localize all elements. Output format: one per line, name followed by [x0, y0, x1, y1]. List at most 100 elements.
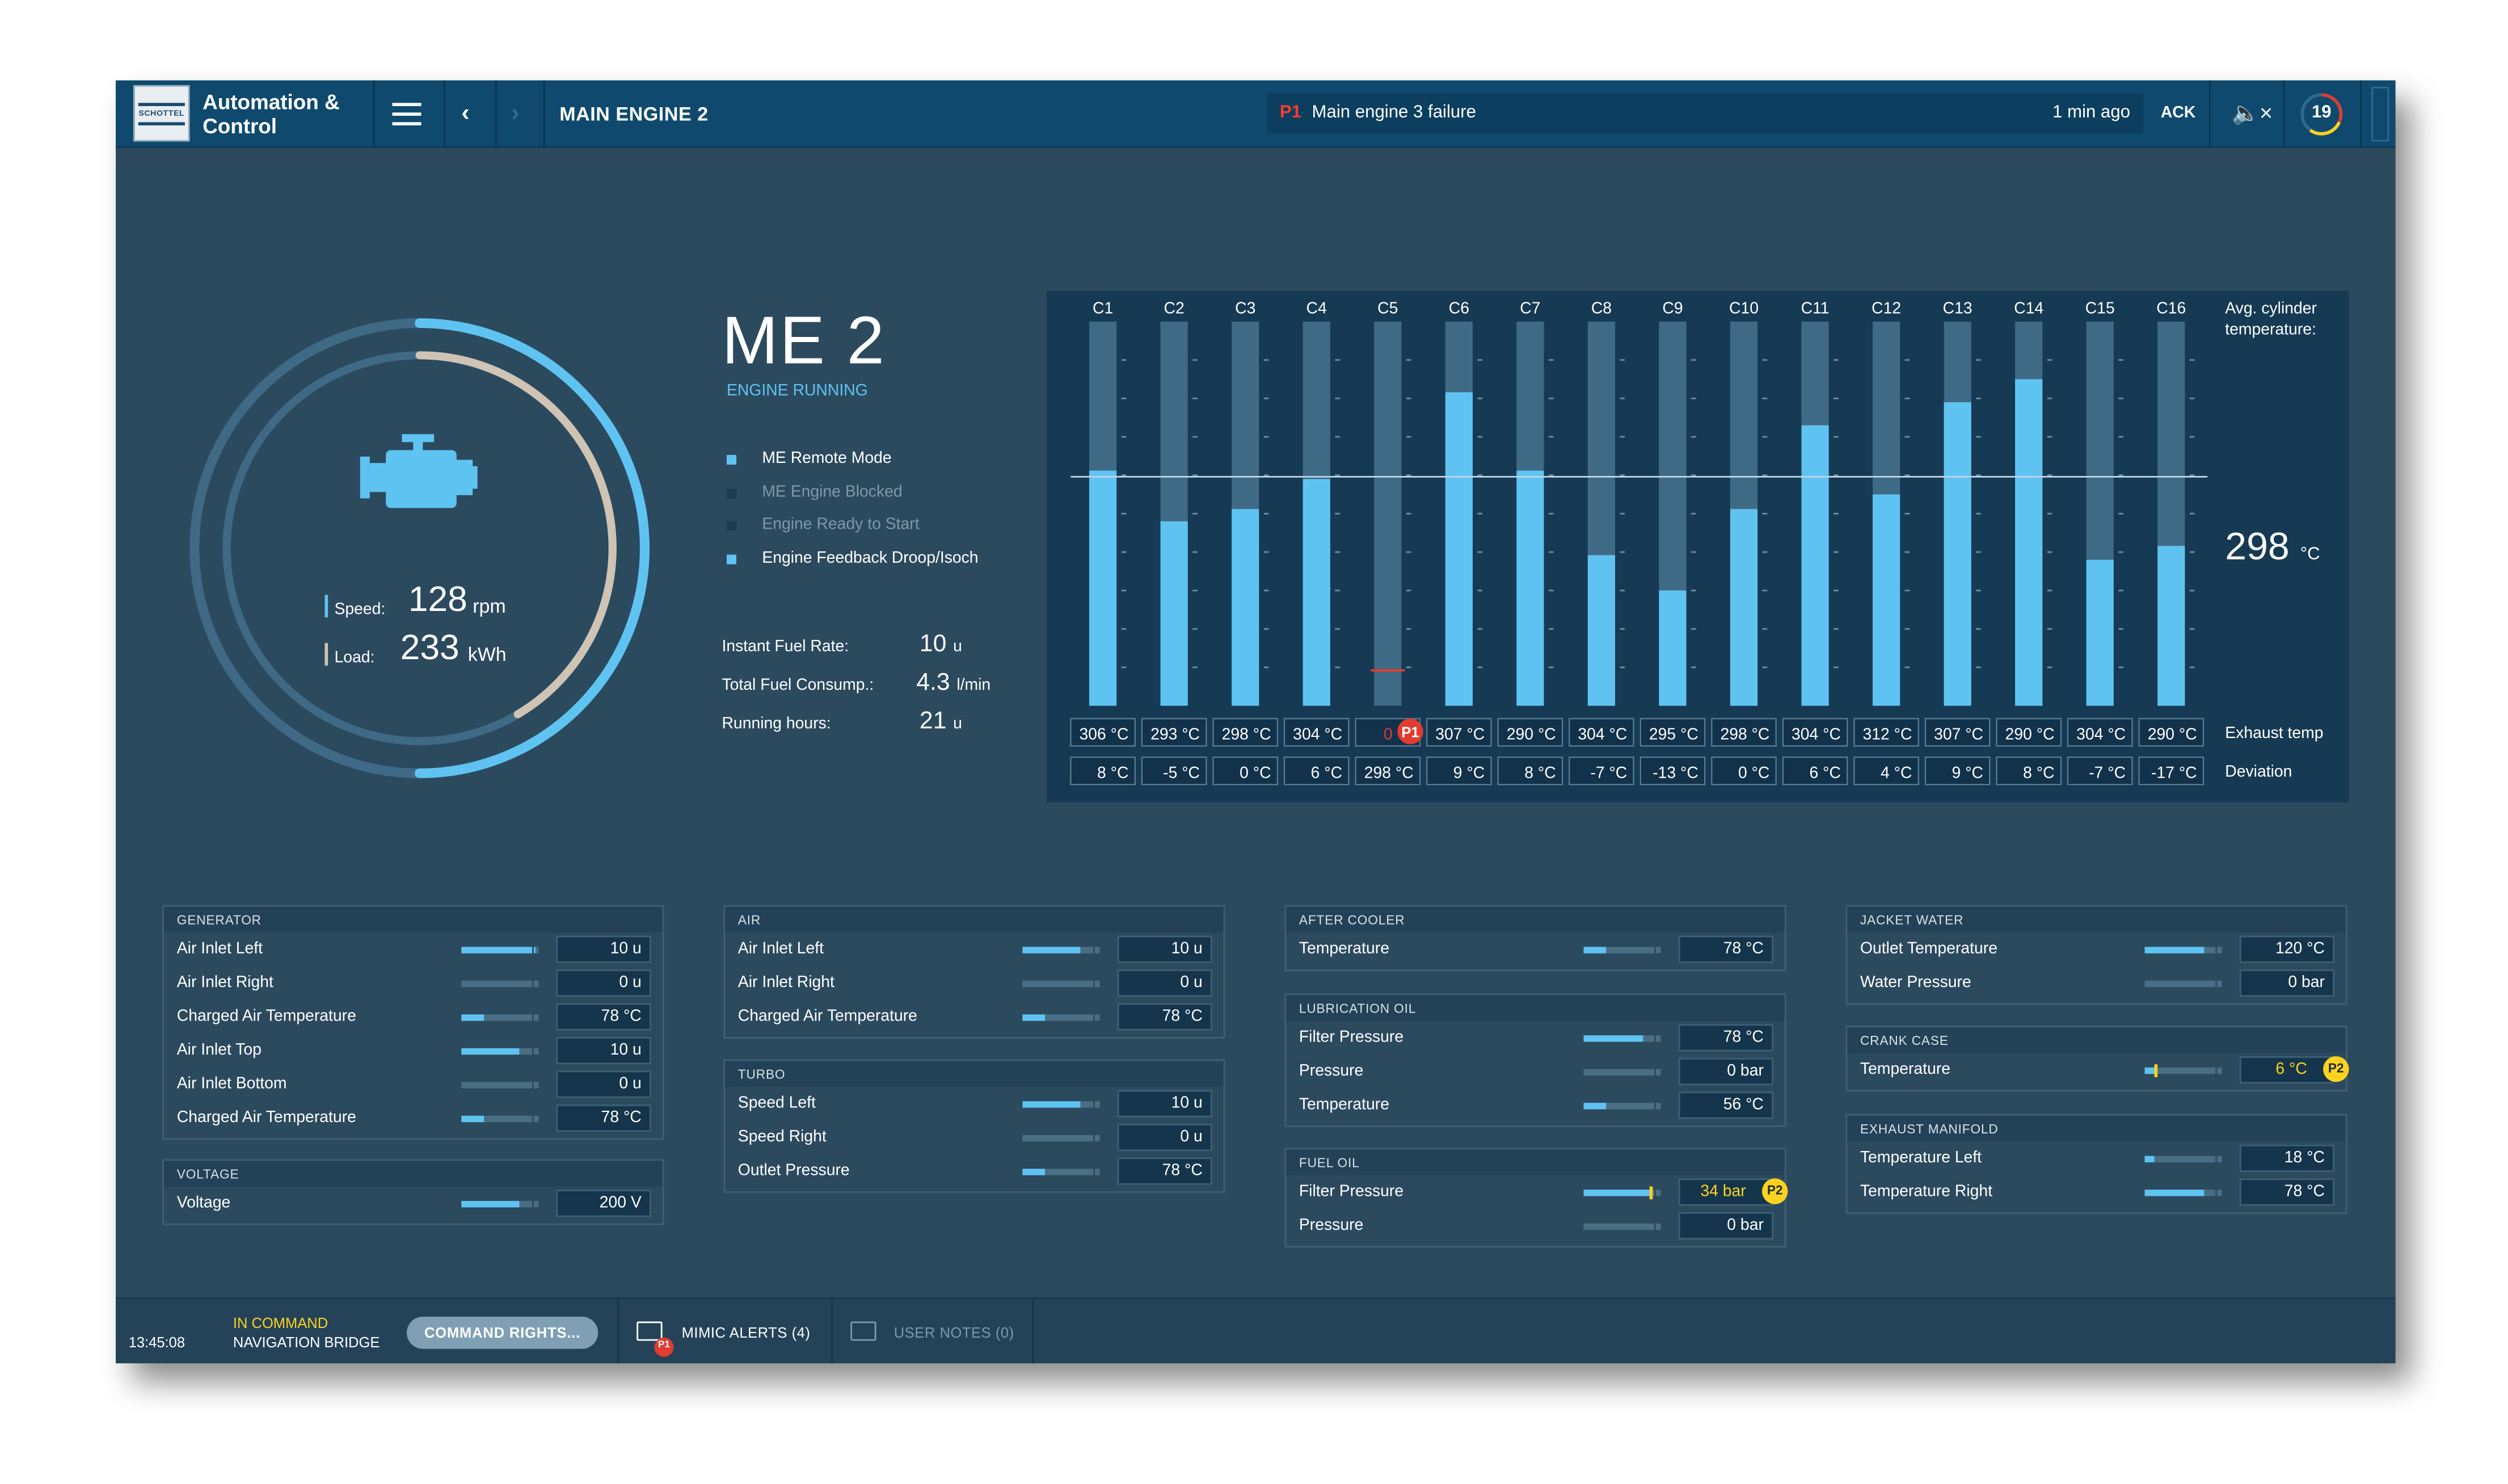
cylinder-bar	[1303, 479, 1330, 706]
panel-row: Air Inlet Right 0 u	[725, 966, 1224, 1000]
fuel-value: 21 u	[920, 707, 962, 735]
limit-marker	[1649, 1186, 1653, 1200]
level-bar	[1583, 1221, 1661, 1232]
status-indicator	[726, 455, 736, 465]
row-label: Air Inlet Right	[176, 974, 273, 992]
alert-counter[interactable]: 19	[2298, 90, 2346, 138]
level-bar	[2144, 1154, 2222, 1164]
panel-row: Pressure 0 bar	[1286, 1209, 1785, 1243]
forward-arrow-icon[interactable]: ›	[511, 99, 520, 127]
ack-button[interactable]: ACK	[2160, 104, 2196, 123]
speed-value: 128	[408, 579, 467, 619]
cylinder-bar	[1587, 555, 1616, 706]
panel-exhaust-manifold: EXHAUST MANIFOLD Temperature Left 18 °C Tem…	[1845, 1114, 2347, 1214]
alert-ring-icon	[2300, 93, 2343, 136]
panel-row: Filter Pressure 34 bar P2	[1286, 1175, 1788, 1209]
exhaust-box	[1782, 718, 1848, 747]
deviation-value: -7 °C	[2089, 764, 2126, 782]
row-label: Temperature Right	[1860, 1183, 1993, 1201]
row-label: Temperature	[1860, 1061, 1951, 1079]
active-alarm-banner[interactable]: P1 Main engine 3 failure 1 min ago	[1267, 93, 2143, 134]
row-value: 0 bar	[1678, 1212, 1773, 1240]
panel-voltage: VOLTAGE Voltage 200 V	[162, 1159, 664, 1225]
exhaust-box	[1141, 718, 1207, 747]
divider	[495, 80, 497, 148]
row-value: 0 bar	[1678, 1057, 1773, 1085]
row-label: Charged Air Temperature	[176, 1007, 356, 1026]
p1-badge-text: P1	[1401, 724, 1419, 740]
deviation-box	[1639, 756, 1706, 786]
row-label: Pressure	[1299, 1063, 1364, 1081]
side-panel-toggle[interactable]	[2371, 87, 2389, 142]
panel-after-cooler: AFTER COOLER Temperature 78 °C	[1284, 905, 1786, 971]
cylinder-label: C13	[1943, 300, 1972, 318]
alert-count: 19	[2311, 103, 2332, 123]
command-rights-button[interactable]: COMMAND RIGHTS...	[407, 1317, 598, 1349]
divider	[617, 1298, 619, 1364]
deviation-box	[1070, 756, 1136, 786]
cylinder-label: C12	[1871, 300, 1901, 318]
status-label: Engine Ready to Start	[762, 516, 920, 534]
level-bar	[1583, 1186, 1661, 1200]
limit-tick	[532, 1080, 534, 1090]
deviation-value: -7 °C	[1590, 764, 1627, 782]
level-bar	[1022, 945, 1100, 955]
limit-tick	[532, 1114, 534, 1124]
limit-tick	[532, 945, 534, 955]
row-value: 0 u	[1117, 1123, 1212, 1152]
exhaust-temp: 295 °C	[1649, 726, 1698, 744]
row-value: 18 °C	[2239, 1144, 2334, 1172]
level-bar	[2144, 1188, 2222, 1198]
engine-state: ENGINE RUNNING	[726, 382, 868, 400]
limit-tick	[2215, 1154, 2218, 1164]
panel-row: Outlet Temperature 120 °C	[1847, 933, 2346, 967]
limit-tick	[532, 1046, 534, 1056]
cylinder-bar	[1160, 521, 1188, 706]
deviation-value: -5 °C	[1163, 764, 1200, 782]
deviation-value: 8 °C	[2023, 764, 2054, 782]
divider	[444, 80, 446, 148]
p2-badge[interactable]: P2	[2323, 1056, 2349, 1082]
exhaust-temp: 306 °C	[1080, 726, 1129, 744]
row-label: Air Inlet Bottom	[176, 1075, 287, 1094]
level-bar	[1583, 1067, 1661, 1077]
exhaust-box	[1996, 718, 2062, 747]
cylinder-label: C4	[1306, 300, 1327, 318]
row-value: 10 u	[556, 935, 651, 963]
divider	[2360, 80, 2362, 148]
cylinder-bar	[1089, 470, 1117, 706]
cylinder-label: C8	[1591, 300, 1612, 318]
limit-tick	[1654, 945, 1656, 955]
exhaust-temp-label: Exhaust temp	[2225, 725, 2324, 743]
menu-icon[interactable]	[392, 103, 421, 126]
divider	[1032, 1298, 1034, 1364]
row-value: 0 bar	[2239, 969, 2334, 997]
divider	[373, 80, 375, 148]
speed-unit: rpm	[473, 595, 506, 618]
divider	[543, 80, 545, 148]
row-value: 78 °C	[556, 1003, 651, 1031]
level-bar	[2144, 979, 2222, 989]
row-value: 34 bar	[1678, 1178, 1773, 1206]
row-label: Speed Right	[737, 1128, 827, 1146]
back-arrow-icon[interactable]: ‹	[461, 99, 470, 127]
cylinder-bar	[1445, 392, 1473, 706]
p2-badge[interactable]: P2	[1762, 1178, 1788, 1204]
panel-title: JACKET WATER	[1847, 907, 2346, 933]
panel-row: Temperature 78 °C	[1286, 933, 1785, 967]
mute-speaker-icon[interactable]: 🔈×	[2231, 99, 2273, 126]
status-label: ME Engine Blocked	[762, 484, 903, 502]
row-label: Speed Left	[737, 1094, 816, 1113]
panel-row: Charged Air Temperature 78 °C	[164, 1101, 663, 1135]
panel-title: AIR	[725, 907, 1224, 933]
row-value: 6 °C	[2239, 1056, 2334, 1084]
panel-row: Temperature 6 °C P2	[1847, 1053, 2349, 1087]
limit-tick	[2215, 1188, 2218, 1198]
level-bar	[1022, 1099, 1100, 1110]
row-value: 78 °C	[1117, 1003, 1212, 1031]
fuel-value: 4.3 l/min	[916, 668, 991, 697]
deviation-box	[1426, 756, 1492, 786]
row-value: 0 u	[1117, 969, 1212, 997]
row-label: Charged Air Temperature	[737, 1007, 917, 1026]
deviation-box	[1212, 756, 1279, 786]
